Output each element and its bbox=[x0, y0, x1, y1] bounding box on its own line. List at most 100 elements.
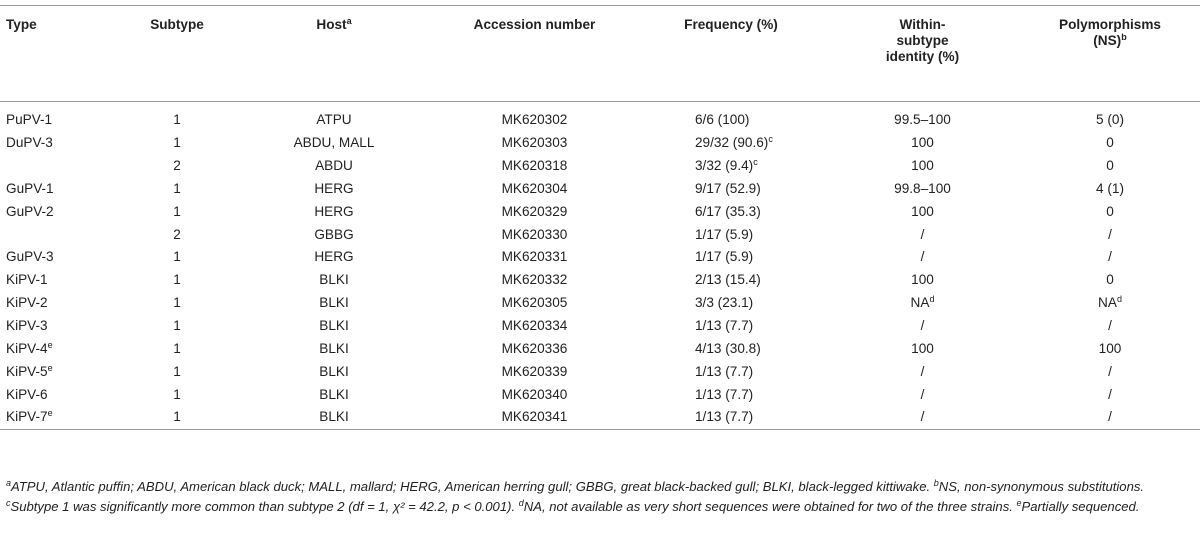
cell-polymorphisms: / bbox=[1020, 223, 1200, 246]
table-row: GuPV-2 1 HERG MK620329 6/17 (35.3) 100 0 bbox=[0, 200, 1200, 223]
cell-polymorphisms-text: 4 (1) bbox=[1096, 180, 1124, 196]
header-identity-line1: Within- bbox=[899, 17, 946, 32]
cell-subtype: 1 bbox=[118, 200, 236, 223]
cell-host: BLKI bbox=[236, 405, 432, 430]
cell-accession: MK620340 bbox=[432, 383, 637, 406]
header-host: Hosta bbox=[236, 5, 432, 102]
cell-subtype: 1 bbox=[118, 405, 236, 430]
header-poly-line1: Polymorphisms bbox=[1059, 17, 1161, 32]
cell-type-text: KiPV-1 bbox=[6, 272, 48, 288]
cell-subtype: 1 bbox=[118, 337, 236, 360]
cell-host: ATPU bbox=[236, 102, 432, 132]
header-subtype: Subtype bbox=[118, 5, 236, 102]
cell-host-text: ABDU, MALL bbox=[293, 135, 375, 151]
cell-frequency: 1/13 (7.7) bbox=[637, 383, 825, 406]
cell-identity-text: / bbox=[920, 249, 925, 265]
footnote-text: Subtype 1 was significantly more common … bbox=[10, 499, 519, 514]
cell-accession: MK620329 bbox=[432, 200, 637, 223]
cell-type-text: KiPV-3 bbox=[6, 318, 48, 334]
cell-frequency-text: 3/32 (9.4) bbox=[695, 158, 754, 174]
footnote-marker: a bbox=[6, 478, 12, 488]
cell-type bbox=[0, 155, 118, 178]
cell-frequency-text: 1/13 (7.7) bbox=[695, 409, 754, 425]
cell-host-text: HERG bbox=[314, 203, 354, 219]
cell-type-text: GuPV-2 bbox=[6, 203, 54, 219]
cell-type: KiPV-4e bbox=[0, 337, 118, 360]
cell-host-text: BLKI bbox=[319, 272, 349, 288]
cell-type-text: GuPV-3 bbox=[6, 249, 54, 265]
cell-type-text: KiPV-2 bbox=[6, 295, 48, 311]
cell-accession: MK620339 bbox=[432, 360, 637, 383]
cell-subtype: 1 bbox=[118, 383, 236, 406]
cell-type: PuPV-1 bbox=[0, 102, 118, 132]
footnote-text: Partially sequenced. bbox=[1021, 499, 1140, 514]
cell-host-text: BLKI bbox=[319, 386, 349, 402]
cell-frequency-text: 1/13 (7.7) bbox=[695, 386, 754, 402]
cell-polymorphisms-text: / bbox=[1108, 249, 1112, 265]
header-type: Type bbox=[0, 5, 118, 102]
cell-polymorphisms: / bbox=[1020, 246, 1200, 269]
cell-identity: 100 bbox=[825, 269, 1020, 292]
cell-accession: MK620330 bbox=[432, 223, 637, 246]
table-row: KiPV-2 1 BLKI MK620305 3/3 (23.1) NAd NAd bbox=[0, 292, 1200, 315]
cell-polymorphisms: / bbox=[1020, 315, 1200, 338]
header-host-label: Host bbox=[316, 17, 347, 32]
cell-accession-text: MK620302 bbox=[501, 112, 568, 128]
cell-frequency: 1/17 (5.9) bbox=[637, 223, 825, 246]
cell-type-text: KiPV-6 bbox=[6, 386, 48, 402]
cell-accession: MK620334 bbox=[432, 315, 637, 338]
cell-identity-text: NA bbox=[910, 295, 930, 311]
cell-frequency: 1/13 (7.7) bbox=[637, 360, 825, 383]
cell-polymorphisms-text: 0 bbox=[1106, 158, 1114, 174]
cell-accession: MK620302 bbox=[432, 102, 637, 132]
cell-accession: MK620331 bbox=[432, 246, 637, 269]
cell-identity-text: 99.5–100 bbox=[894, 112, 951, 128]
cell-identity-text: 100 bbox=[911, 203, 934, 219]
cell-host-text: ABDU bbox=[315, 158, 353, 174]
table-row: KiPV-1 1 BLKI MK620332 2/13 (15.4) 100 0 bbox=[0, 269, 1200, 292]
cell-polymorphisms-text: / bbox=[1108, 318, 1112, 334]
cell-identity-text: / bbox=[920, 409, 925, 425]
cell-subtype-text: 1 bbox=[173, 409, 181, 425]
cell-subtype: 1 bbox=[118, 269, 236, 292]
header-identity-line3: identity (%) bbox=[885, 49, 960, 64]
header-identity: Within- subtype identity (%) bbox=[825, 5, 1020, 102]
cell-subtype-text: 1 bbox=[173, 180, 181, 196]
cell-identity-text: 100 bbox=[911, 272, 934, 288]
cell-frequency: 3/32 (9.4)c bbox=[637, 155, 825, 178]
cell-subtype: 2 bbox=[118, 223, 236, 246]
cell-type: KiPV-7e bbox=[0, 405, 118, 430]
cell-subtype-text: 1 bbox=[173, 295, 181, 311]
cell-polymorphisms: 0 bbox=[1020, 200, 1200, 223]
cell-polymorphisms: 5 (0) bbox=[1020, 102, 1200, 132]
cell-host-text: HERG bbox=[314, 180, 354, 196]
cell-identity: 99.5–100 bbox=[825, 102, 1020, 132]
header-host-footnote: a bbox=[346, 16, 352, 26]
cell-polymorphisms: 0 bbox=[1020, 155, 1200, 178]
cell-accession-text: MK620329 bbox=[501, 203, 568, 219]
cell-type-footnote: e bbox=[47, 362, 53, 373]
cell-identity: / bbox=[825, 223, 1020, 246]
cell-host-text: BLKI bbox=[319, 363, 349, 379]
cell-subtype-text: 1 bbox=[173, 272, 181, 288]
table-row: KiPV-5e 1 BLKI MK620339 1/13 (7.7) / / bbox=[0, 360, 1200, 383]
cell-identity-text: 100 bbox=[911, 135, 934, 151]
cell-frequency-text: 2/13 (15.4) bbox=[695, 272, 761, 288]
header-polymorphisms: Polymorphisms (NS)b bbox=[1020, 5, 1200, 102]
cell-subtype: 1 bbox=[118, 102, 236, 132]
cell-accession-text: MK620318 bbox=[501, 158, 568, 174]
cell-polymorphisms-text: 5 (0) bbox=[1096, 112, 1124, 128]
cell-accession-text: MK620304 bbox=[501, 180, 568, 196]
cell-subtype: 1 bbox=[118, 360, 236, 383]
table-row: 2 ABDU MK620318 3/32 (9.4)c 100 0 bbox=[0, 155, 1200, 178]
cell-type: KiPV-5e bbox=[0, 360, 118, 383]
cell-subtype-text: 1 bbox=[173, 249, 181, 265]
cell-subtype-text: 2 bbox=[173, 158, 181, 174]
table-row: DuPV-3 1 ABDU, MALL MK620303 29/32 (90.6)c 10… bbox=[0, 132, 1200, 155]
cell-accession-text: MK620303 bbox=[501, 135, 568, 151]
footnote-text: ATPU, Atlantic puffin; ABDU, American bl… bbox=[11, 479, 934, 494]
table-row: KiPV-4e 1 BLKI MK620336 4/13 (30.8) 100 100 bbox=[0, 337, 1200, 360]
cell-subtype-text: 1 bbox=[173, 135, 181, 151]
footnote-marker: c bbox=[6, 498, 11, 508]
